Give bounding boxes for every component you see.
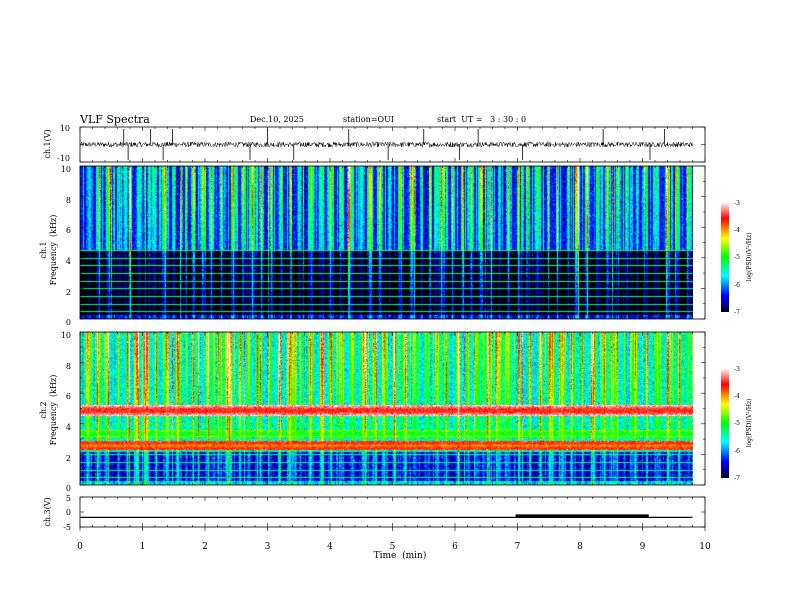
ch2-ytick-8: 8 [66,362,71,371]
header-start-time: start UT = 3 : 30 : 0 [437,115,526,124]
cbar1-tick-e: -7 [734,309,740,316]
ch1-ytick-top: 10 [60,124,70,133]
cbar1-tick-b: -4 [734,227,740,234]
ch1-spectrogram-panel: 0 2 4 6 8 10 ch.1 Frequency (kHz) [39,165,706,327]
ch1-ytick-0: 0 [66,318,71,327]
ch3-ytick-bottom: -5 [63,523,71,532]
ch1-ytick-4: 4 [66,257,71,266]
ch1-waveform-line [79,140,693,149]
ch2-ytick-10: 10 [61,331,71,340]
ch1-waveform-trace [79,129,693,160]
header-station: station=OUI [343,115,394,124]
cbar2-tick-b: -4 [734,393,740,400]
ch2-colorbar: -3 -4 -5 -6 -7 log(PSD)(V²/Hz) [721,366,753,482]
ch1-spectrogram-yticks: 0 2 4 6 8 10 [61,165,71,327]
ch2-spectrogram-panel: 0 2 4 6 8 10 ch.2 Frequency (kHz) [39,331,706,493]
time-axis-title: Time (min) [374,550,427,561]
xtick-9: 9 [640,542,646,552]
ch1-waveform-ylabel: ch.1(V) [43,129,52,158]
ch1-ytick-2: 2 [66,288,71,297]
cbar1-tick-a: -3 [734,200,740,207]
cbar2-tick-e: -7 [734,475,740,482]
xtick-7: 7 [515,542,521,552]
ch3-frame [79,496,706,528]
ch2-spectrogram-ylabel-channel: ch.2 [39,401,48,418]
header-date: Dec.10, 2025 [250,115,304,124]
ch1-colorbar-label: log(PSD)(V²/Hz) [746,233,753,282]
cbar1-tick-d: -6 [734,282,740,289]
ch2-colorbar-label: log(PSD)(V²/Hz) [746,399,753,448]
ch2-ytick-4: 4 [66,423,71,432]
ch3-ytick-mid: 0 [66,508,71,517]
xtick-10: 10 [699,542,711,552]
axis-tick-marks [79,126,706,531]
ch1-spectrogram-ylabel-channel: ch.1 [39,241,48,258]
xtick-2: 2 [202,542,208,552]
figure-title: VLF Spectra [79,113,150,126]
ch1-ytick-8: 8 [66,196,71,205]
xtick-1: 1 [140,542,146,552]
ch1-ytick-10: 10 [61,165,71,174]
ch1-colorbar-gradient [721,202,729,312]
ch2-spectrogram-ylabel-frequency: Frequency (kHz) [49,375,58,446]
ch1-ytick-bottom: -10 [57,154,70,163]
ch3-ylabel: ch.3(V) [43,497,52,526]
cbar2-tick-c: -5 [734,420,740,427]
cbar2-tick-d: -6 [734,448,740,455]
time-axis-labels: 0 1 2 3 4 5 6 7 8 9 10 [77,542,711,552]
xtick-5: 5 [390,542,396,552]
ch2-spectrogram-yticks: 0 2 4 6 8 10 [61,331,71,493]
ch2-colorbar-gradient [721,368,729,478]
ch2-spectrogram-image [80,332,693,485]
ch1-colorbar: -3 -4 -5 -6 -7 log(PSD)(V²/Hz) [721,200,753,316]
ch1-spectrogram-image [80,166,693,319]
cbar1-tick-c: -5 [734,254,740,261]
xtick-0: 0 [77,542,83,552]
ch2-ytick-0: 0 [66,484,71,493]
ch2-ytick-6: 6 [66,392,71,401]
xtick-8: 8 [577,542,583,552]
ch1-spectrogram-ylabel-frequency: Frequency (kHz) [49,215,58,286]
ch1-ytick-6: 6 [66,226,71,235]
cbar2-tick-a: -3 [734,366,740,373]
xtick-4: 4 [327,542,333,552]
xtick-6: 6 [452,542,458,552]
ch3-trace [80,514,693,519]
xtick-3: 3 [265,542,271,552]
ch2-ytick-2: 2 [66,454,71,463]
ch3-ytick-top: 5 [66,494,71,503]
